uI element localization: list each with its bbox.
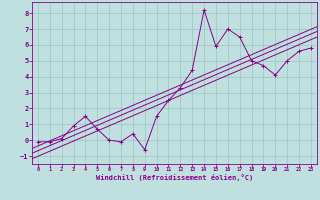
X-axis label: Windchill (Refroidissement éolien,°C): Windchill (Refroidissement éolien,°C) [96,174,253,181]
